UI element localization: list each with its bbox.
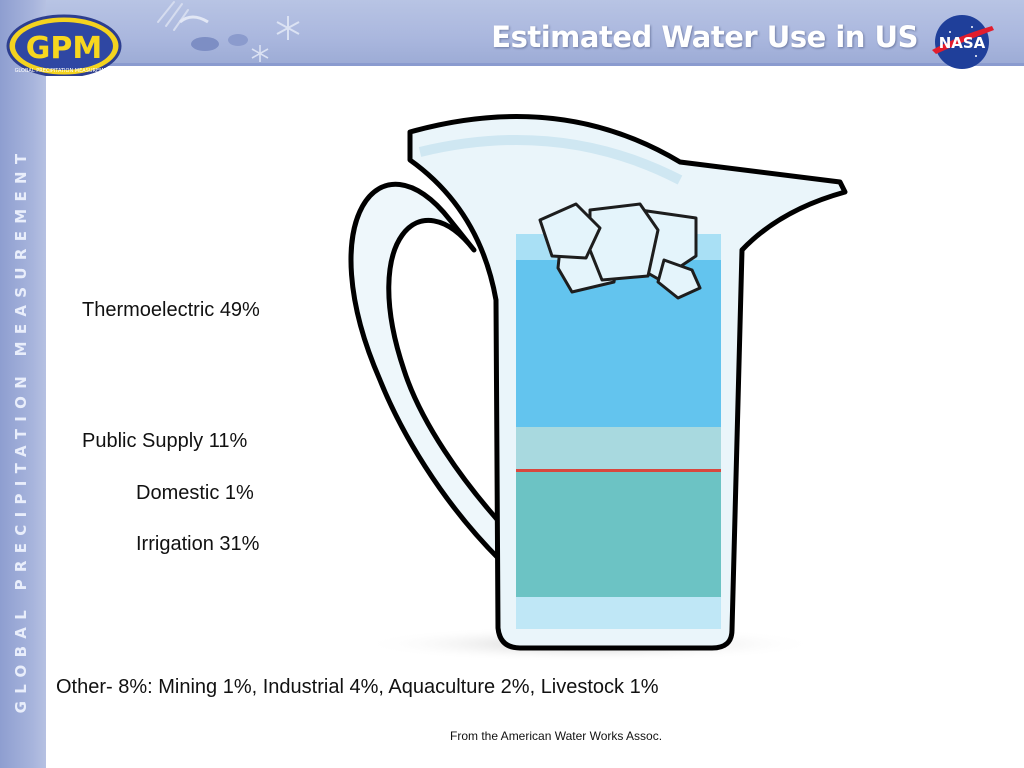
label-thermoelectric: Thermoelectric 49% bbox=[82, 299, 260, 321]
layer-domestic bbox=[516, 469, 721, 472]
nasa-logo-text: NASA bbox=[939, 34, 986, 52]
gpm-logo-subtext: GLOBAL PRECIPITATION MEASUREMENT bbox=[15, 68, 115, 74]
gpm-logo: GPM GLOBAL PRECIPITATION MEASUREMENT bbox=[6, 14, 122, 76]
layer-other bbox=[516, 597, 721, 629]
label-other: Other- 8%: Mining 1%, Industrial 4%, Aqu… bbox=[56, 676, 659, 698]
sidebar-band: GLOBAL PRECIPITATION MEASUREMENT bbox=[0, 0, 46, 768]
label-irrigation: Irrigation 31% bbox=[136, 533, 260, 555]
gpm-logo-text: GPM bbox=[26, 31, 102, 66]
label-domestic: Domestic 1% bbox=[136, 482, 254, 504]
water-pitcher-illustration bbox=[348, 114, 848, 660]
snowflake-icon bbox=[251, 45, 269, 62]
snowflake-icon bbox=[276, 16, 300, 40]
nasa-logo: NASA bbox=[932, 15, 994, 69]
header-divider bbox=[0, 66, 1024, 68]
cloud-icon bbox=[191, 37, 219, 51]
source-footnote: From the American Water Works Assoc. bbox=[450, 729, 663, 743]
weather-decoration bbox=[157, 1, 300, 62]
header-bar bbox=[0, 0, 1024, 66]
label-public-supply: Public Supply 11% bbox=[82, 430, 248, 452]
rain-streaks-icon bbox=[157, 1, 189, 31]
ice-cubes-icon bbox=[538, 202, 702, 300]
sidebar-text: GLOBAL PRECIPITATION MEASUREMENT bbox=[12, 146, 30, 714]
cloud-icon bbox=[228, 34, 248, 46]
page-title: Estimated Water Use in US bbox=[491, 20, 918, 54]
layer-public-supply bbox=[516, 427, 721, 470]
layer-irrigation bbox=[516, 472, 721, 597]
